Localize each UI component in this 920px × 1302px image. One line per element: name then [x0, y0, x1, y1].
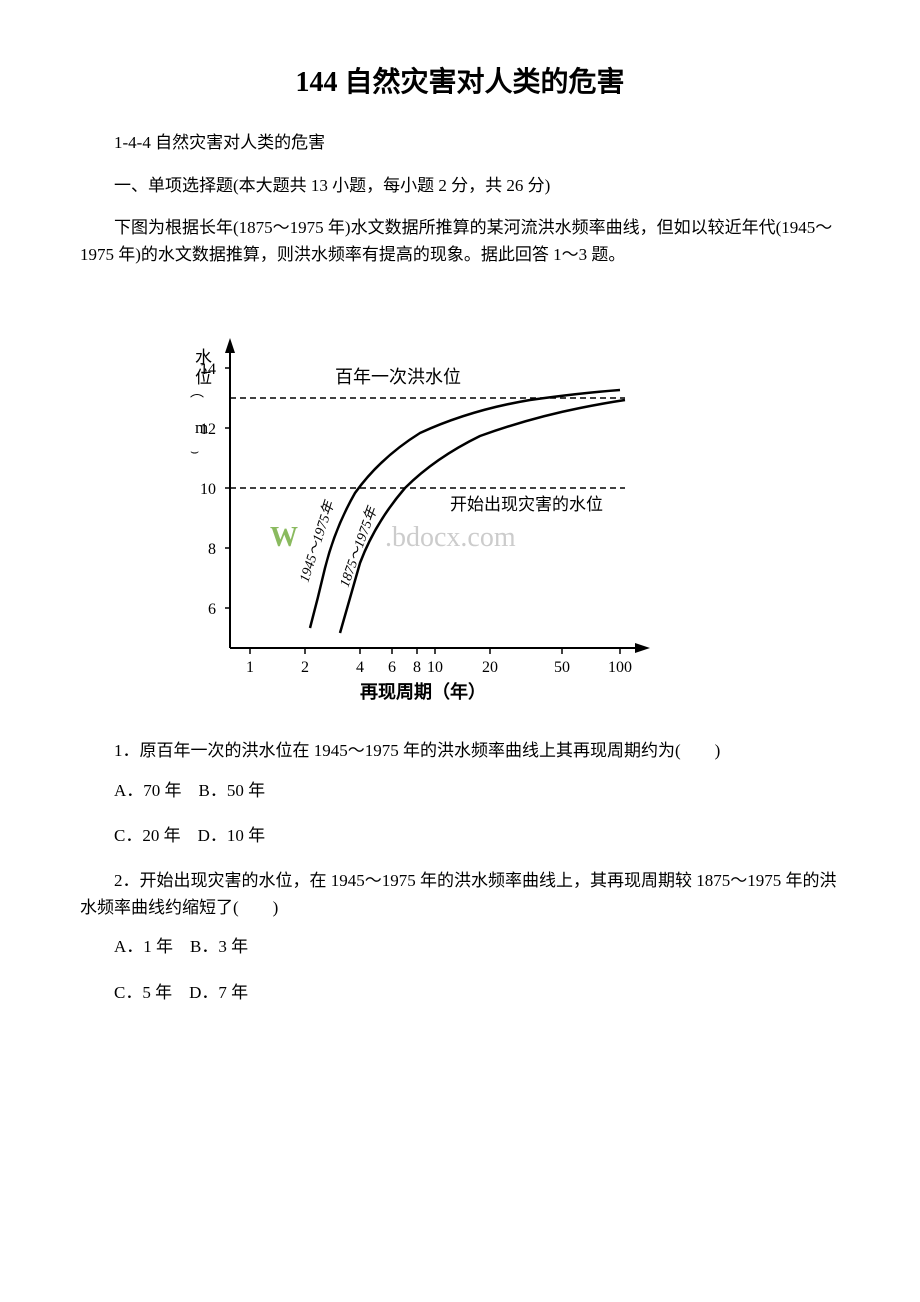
- svg-text:50: 50: [554, 659, 570, 676]
- svg-text:12: 12: [200, 421, 216, 438]
- svg-text:2: 2: [301, 659, 309, 676]
- watermark-w: W: [270, 522, 298, 553]
- svg-text:14: 14: [200, 361, 216, 378]
- disaster-level-label: 开始出现灾害的水位: [450, 495, 603, 514]
- svg-text:100: 100: [608, 659, 632, 676]
- svg-text:10: 10: [427, 659, 443, 676]
- svg-text:8: 8: [208, 541, 216, 558]
- svg-text:6: 6: [208, 601, 216, 618]
- y-label-paren-top: ⌒: [190, 394, 204, 410]
- svg-text:8: 8: [413, 659, 421, 676]
- y-label-paren-bot: ⌣: [190, 445, 199, 460]
- q2-options-line2: C．5 年 D．7 年: [80, 979, 840, 1006]
- watermark-rest: .bdocx.com: [385, 522, 516, 553]
- curve-1875-1975: [340, 400, 625, 633]
- question-1: 1．原百年一次的洪水位在 1945～1975 年的洪水频率曲线上其再现周期约为(…: [80, 737, 840, 764]
- x-axis-label: 再现周期（年）: [360, 681, 486, 702]
- page-title: 144 自然灾害对人类的危害: [80, 60, 840, 100]
- x-ticks: 1 2 4 6 8 10 20 50 100: [246, 648, 632, 676]
- question-2: 2．开始出现灾害的水位，在 1945～1975 年的洪水频率曲线上，其再现周期较…: [80, 867, 840, 921]
- flood-frequency-chart: 水 位 ⌒ m ⌣ 14 12 10 8 6 1 2 4 6: [160, 288, 840, 713]
- q2-options-line1: A．1 年 B．3 年: [80, 933, 840, 960]
- svg-text:4: 4: [356, 659, 364, 676]
- svg-text:1: 1: [246, 659, 254, 676]
- intro-paragraph: 下图为根据长年(1875～1975 年)水文数据所推算的某河流洪水频率曲线，但如…: [80, 214, 840, 268]
- hundred-year-label: 百年一次洪水位: [335, 367, 461, 387]
- section-header: 一、单项选择题(本大题共 13 小题，每小题 2 分，共 26 分): [80, 171, 840, 196]
- chart-svg: 水 位 ⌒ m ⌣ 14 12 10 8 6 1 2 4 6: [160, 288, 660, 708]
- svg-text:10: 10: [200, 481, 216, 498]
- subtitle: 1-4-4 自然灾害对人类的危害: [80, 128, 840, 153]
- q1-options-line2: C．20 年 D．10 年: [80, 822, 840, 849]
- y-ticks: 14 12 10 8 6: [200, 361, 230, 618]
- svg-text:20: 20: [482, 659, 498, 676]
- q1-options-line1: A．70 年 B．50 年: [80, 777, 840, 804]
- svg-text:6: 6: [388, 659, 396, 676]
